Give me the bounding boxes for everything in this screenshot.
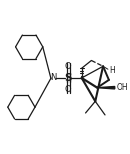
- Text: S: S: [64, 73, 72, 83]
- Polygon shape: [97, 87, 115, 89]
- Text: O: O: [65, 85, 71, 94]
- Text: N: N: [50, 73, 57, 83]
- Text: O: O: [65, 62, 71, 71]
- Text: OH: OH: [117, 83, 128, 92]
- Text: H: H: [109, 66, 115, 75]
